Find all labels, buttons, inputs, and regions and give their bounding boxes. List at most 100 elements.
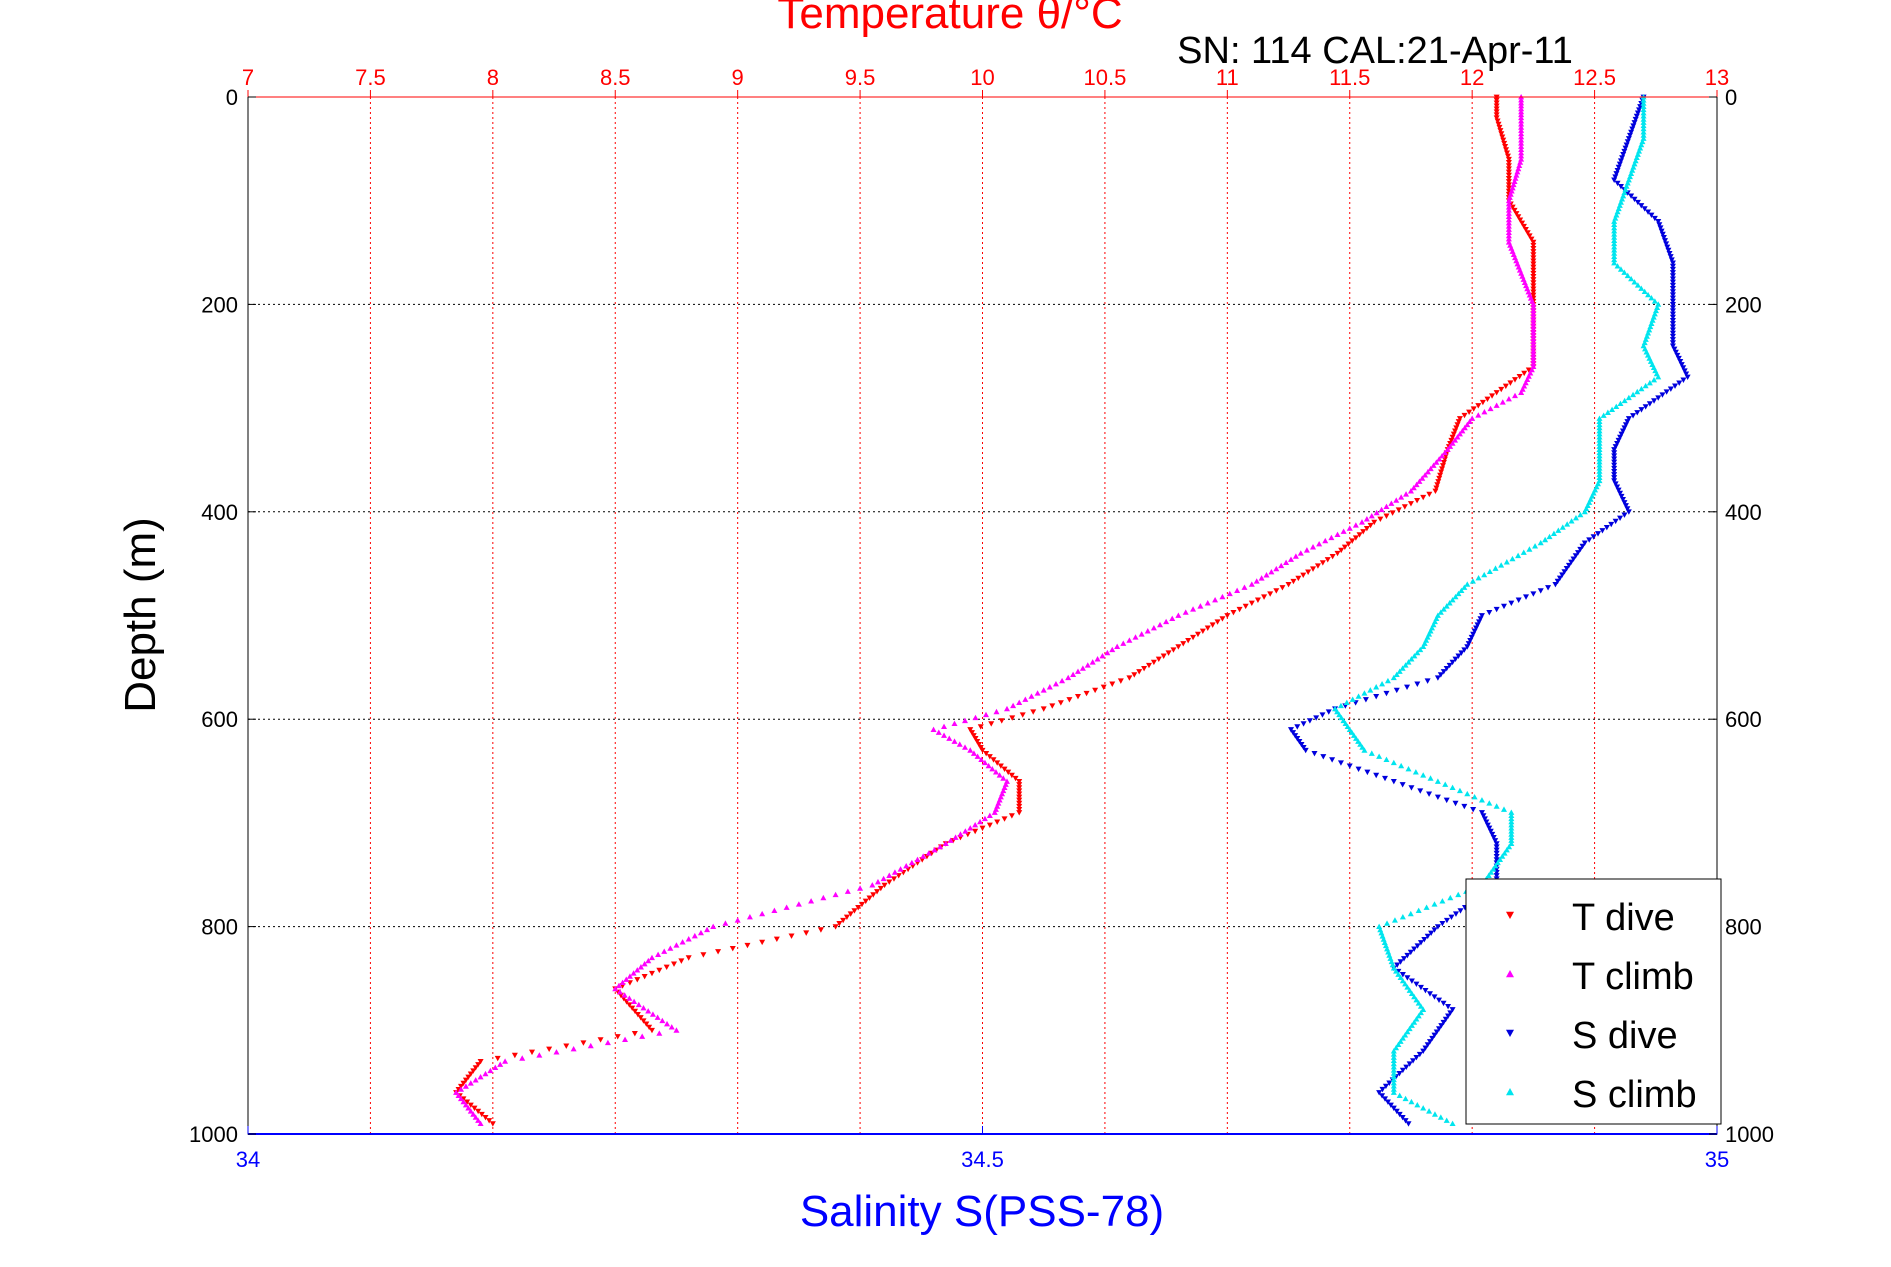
s-dive-point [1554, 578, 1561, 585]
s-dive-point [1399, 1115, 1406, 1121]
s-climb-point [1646, 379, 1653, 386]
t-climb-point [1517, 159, 1524, 165]
t-climb-point [1433, 459, 1440, 465]
s-dive-point [1448, 914, 1455, 921]
t-dive-point [1145, 662, 1152, 669]
s-climb-point [1408, 1098, 1415, 1105]
t-climb-point [691, 932, 698, 939]
s-climb-point [1493, 803, 1500, 809]
t-dive-point [1131, 672, 1138, 678]
s-climb-point [1494, 859, 1501, 866]
t-climb-point [1419, 475, 1426, 481]
t-dive-point [998, 718, 1005, 724]
s-dive-point [1629, 126, 1636, 132]
t-dive-point [1439, 463, 1446, 469]
t-dive-point [467, 1102, 474, 1108]
t-climb-point [673, 942, 680, 948]
t-climb-point [1493, 402, 1500, 408]
s-climb-point [1542, 536, 1549, 543]
t-climb-point [685, 936, 692, 942]
legend-label-t-dive: T dive [1572, 897, 1675, 939]
s-dive-point [1669, 311, 1676, 317]
t-climb-point [1518, 114, 1525, 121]
t-dive-point [1500, 137, 1507, 144]
s-dive-point [1667, 386, 1674, 392]
t-climb-point [1518, 133, 1525, 140]
t-climb-point [634, 967, 641, 973]
t-dive-point [1515, 214, 1522, 220]
t-climb-point [1028, 693, 1035, 699]
depth-tick-label-left: 0 [226, 85, 238, 110]
t-climb-point [1505, 204, 1512, 210]
t-dive-point [1383, 513, 1390, 519]
t-climb-point [1373, 509, 1380, 516]
s-dive-point [1473, 625, 1480, 631]
chart-subtitle: SN: 114 CAL:21-Apr-11 [1177, 30, 1573, 72]
t-climb-point [1518, 149, 1525, 156]
s-dive-point [1645, 209, 1652, 215]
t-climb-point [1518, 108, 1525, 115]
s-climb-point [1596, 415, 1603, 421]
t-dive-point [1005, 769, 1012, 776]
s-climb-point [1596, 440, 1603, 446]
t-climb-point [1518, 124, 1525, 130]
s-climb-point [1398, 762, 1405, 769]
t-climb-point [1104, 649, 1111, 656]
t-climb-point [458, 1086, 465, 1092]
t-dive-point [1236, 606, 1243, 613]
t-climb-point [472, 1114, 479, 1120]
t-climb-point [920, 853, 927, 859]
s-climb-point [1447, 894, 1454, 901]
s-dive-point [1407, 949, 1414, 956]
t-dive-point [634, 977, 641, 983]
legend-label-s-climb: S climb [1572, 1074, 1697, 1116]
s-climb-point [1526, 546, 1533, 552]
t-dive-point [1420, 494, 1427, 501]
s-climb-point [1397, 974, 1404, 981]
data-points [453, 94, 1691, 1127]
s-dive-point [1493, 857, 1500, 863]
t-dive-point [529, 1049, 536, 1056]
s-dive-point [1617, 434, 1624, 441]
s-dive-point [1626, 132, 1633, 139]
s-dive-point [1622, 422, 1629, 428]
t-dive-point [847, 911, 854, 917]
s-dive-point [1633, 113, 1640, 120]
t-dive-point [1504, 153, 1511, 160]
t-dive-point [1016, 803, 1023, 810]
t-dive-point [1494, 118, 1501, 124]
t-dive-point [1450, 431, 1457, 438]
t-dive-point [1530, 277, 1537, 283]
t-dive-point [1516, 373, 1523, 380]
t-dive-point [1435, 479, 1442, 485]
t-dive-point [1016, 779, 1023, 785]
s-climb-point [1402, 981, 1409, 987]
s-climb-point [1508, 821, 1515, 828]
s-dive-point [1424, 678, 1431, 684]
s-dive-point [1625, 136, 1632, 142]
s-climb-point [1411, 993, 1418, 1000]
t-climb-point [1511, 178, 1518, 184]
t-climb-point [1487, 405, 1494, 412]
s-dive-point [1386, 1080, 1393, 1086]
t-dive-point [1165, 650, 1172, 656]
s-dive-point [1631, 120, 1638, 126]
s-climb-point [1509, 555, 1516, 562]
t-climb-point [1530, 301, 1537, 307]
t-climb-point [1459, 427, 1466, 434]
t-climb-point [1508, 188, 1515, 194]
t-dive-point [1513, 211, 1520, 217]
s-dive-point [1669, 343, 1676, 349]
s-dive-point [1603, 524, 1610, 531]
temperature-tick-label: 12 [1460, 65, 1484, 90]
s-dive-point [1468, 634, 1475, 641]
t-climb-point [645, 957, 652, 964]
s-dive-point [1669, 266, 1676, 273]
t-climb-point [1175, 612, 1182, 618]
s-dive-point [1438, 1023, 1445, 1029]
t-climb-point [1084, 662, 1091, 668]
t-climb-point [1368, 512, 1375, 519]
s-climb-point [1399, 665, 1406, 671]
s-climb-point [1596, 446, 1603, 452]
t-climb-point [1530, 341, 1537, 348]
